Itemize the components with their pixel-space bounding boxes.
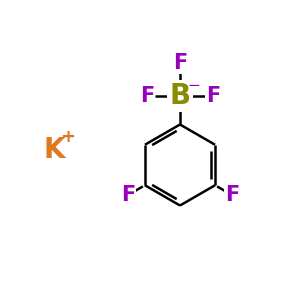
Text: F: F <box>206 86 220 106</box>
Text: −: − <box>188 78 201 93</box>
Text: F: F <box>140 86 154 106</box>
Text: K: K <box>43 136 65 164</box>
Text: F: F <box>121 185 135 205</box>
Text: B: B <box>169 82 190 110</box>
Text: F: F <box>225 185 239 205</box>
Text: F: F <box>173 53 187 73</box>
Text: +: + <box>60 128 75 146</box>
